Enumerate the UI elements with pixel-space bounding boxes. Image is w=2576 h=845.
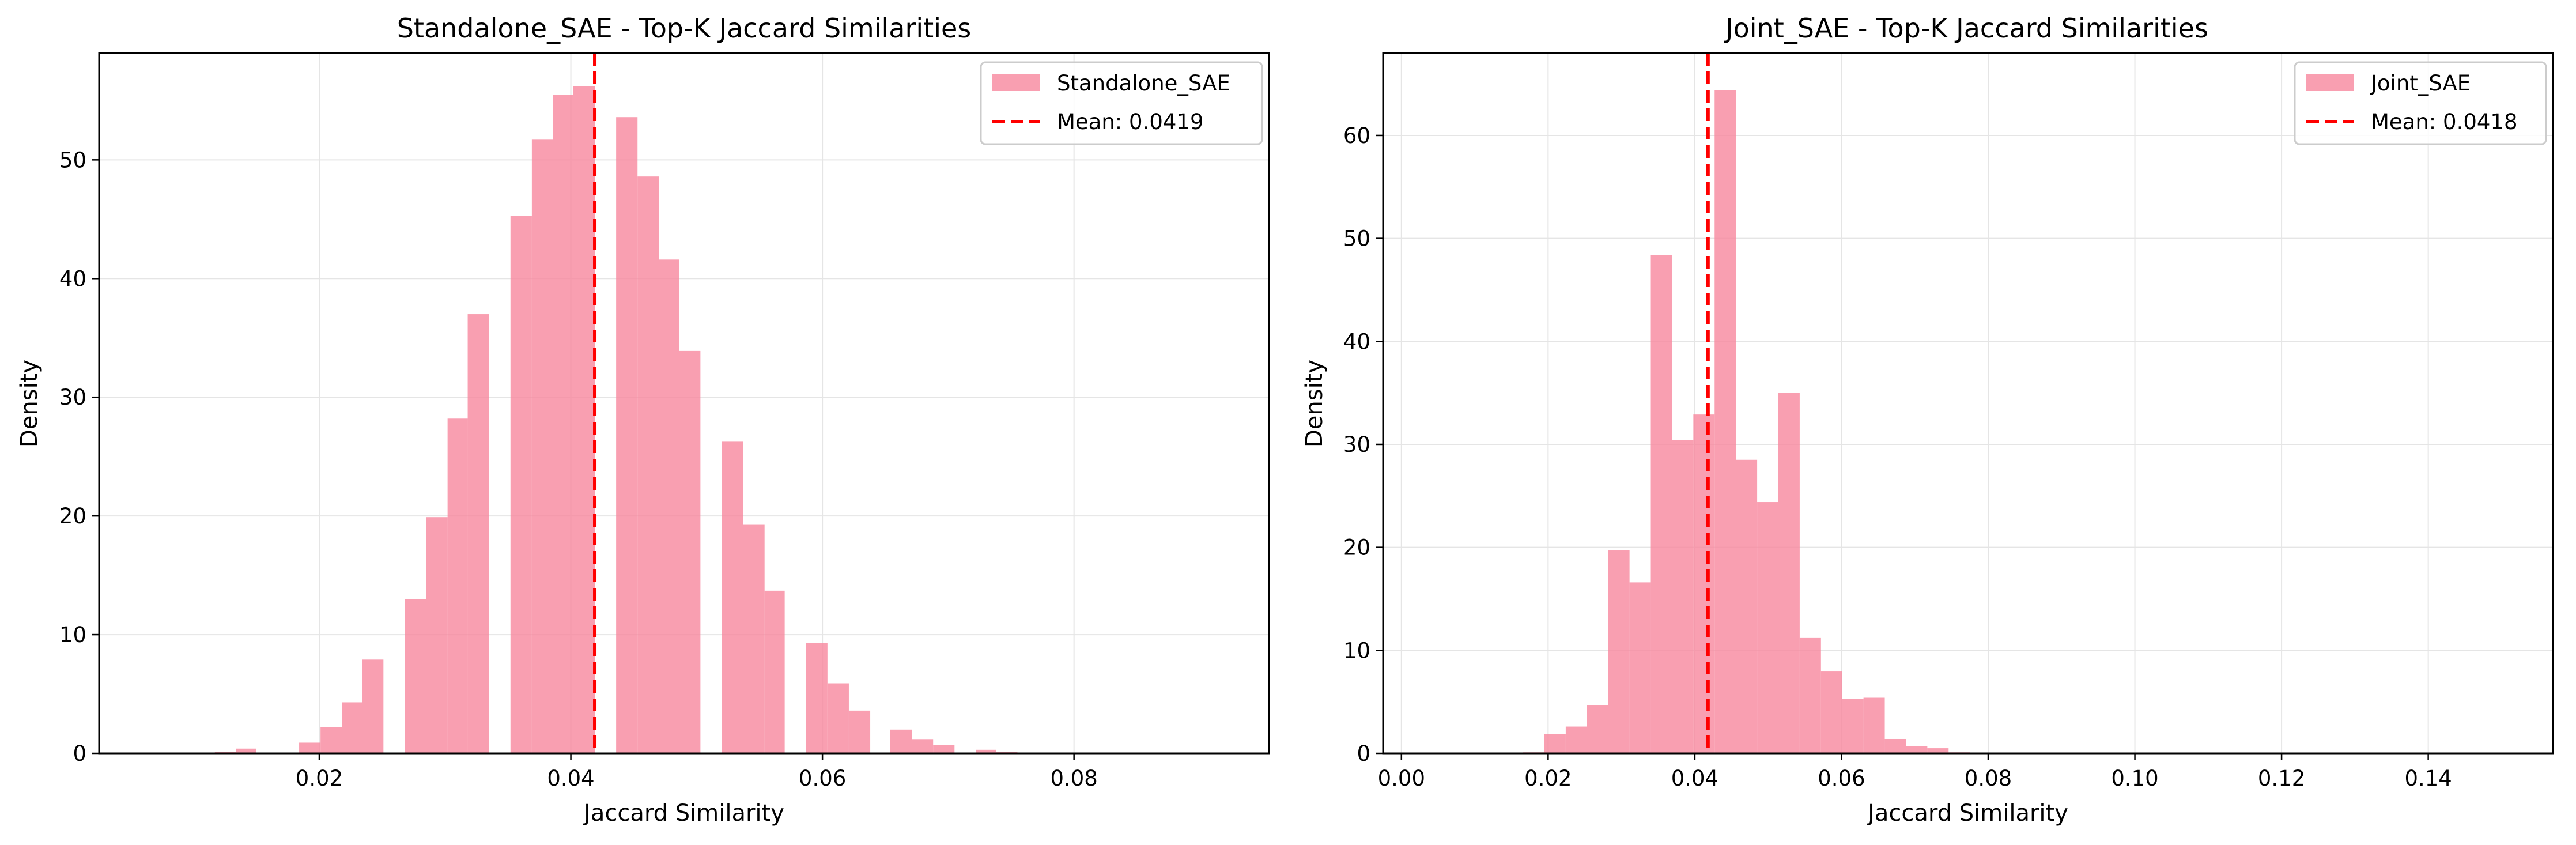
x-tick-label: 0.06 (799, 766, 846, 791)
histogram-bar (1757, 502, 1778, 753)
histogram-bar (1863, 697, 1885, 753)
legend: Standalone_SAE Mean: 0.0419 (980, 61, 1263, 145)
histogram-bar (976, 749, 996, 753)
histogram-bar (1565, 726, 1587, 753)
histogram-bar (659, 259, 679, 753)
chart-title: Joint_SAE - Top-K Jaccard Similarities (1724, 13, 2208, 44)
x-tick-label: 0.00 (1378, 766, 1425, 791)
x-tick-label: 0.14 (2404, 766, 2452, 791)
legend-swatch-bars (992, 74, 1040, 91)
x-tick-label: 0.08 (1050, 766, 1097, 791)
y-tick-label: 30 (59, 385, 86, 410)
y-axis-label: Density (1301, 360, 1328, 447)
histogram-bar (510, 216, 532, 754)
histogram-bar (933, 745, 955, 753)
histogram-bar (827, 683, 849, 753)
legend-label-mean: Mean: 0.0418 (2371, 110, 2518, 134)
y-tick-label: 10 (1343, 638, 1370, 663)
plot-frame (1382, 52, 2554, 755)
gridlines (1383, 53, 2553, 754)
y-tick-label: 40 (1343, 329, 1370, 354)
histogram-bar (1927, 748, 1949, 753)
y-tick-label: 20 (59, 504, 86, 529)
histogram-bar (1736, 459, 1758, 753)
histogram-bar (236, 748, 256, 753)
histogram-bar (679, 350, 701, 753)
x-axis-ticks: 0.00 0.02 0.04 0.06 0.08 0.10 0.12 0.14 (1378, 753, 2452, 791)
chart-standalone-sae: Standalone_SAE - Top-K Jaccard Similarit… (16, 13, 1270, 827)
y-tick-label: 10 (59, 623, 86, 647)
histogram-bar (467, 314, 489, 753)
histogram-bar (616, 117, 638, 754)
legend-box (2294, 61, 2547, 145)
histogram-bar (764, 590, 785, 753)
x-tick-label: 0.04 (1671, 766, 1718, 791)
histogram-bar (342, 702, 362, 753)
y-tick-label: 40 (59, 266, 86, 291)
plot-frame (98, 52, 1270, 755)
histogram-bar (405, 599, 426, 753)
histogram-bar (1820, 671, 1842, 753)
histogram-bar (1842, 699, 1864, 753)
histogram-bar (743, 524, 765, 753)
histogram-bar (1884, 738, 1906, 753)
histogram-bar (1544, 734, 1566, 753)
legend-label-mean: Mean: 0.0419 (1057, 110, 1204, 134)
histogram-bar (806, 643, 828, 753)
histogram-bar (637, 176, 659, 753)
histogram-bar (848, 710, 871, 753)
legend-label-series: Joint_SAE (2370, 71, 2471, 96)
histogram-bar (1608, 550, 1630, 753)
histogram-bar (890, 729, 912, 753)
histogram-bar (1714, 90, 1736, 754)
x-axis-label: Jaccard Similarity (1866, 800, 2068, 827)
histogram-bar (320, 727, 342, 753)
y-tick-label: 0 (1357, 741, 1370, 766)
x-axis-ticks: 0.02 0.04 0.06 0.08 (296, 753, 1098, 791)
x-axis-label: Jaccard Similarity (582, 800, 784, 827)
legend-swatch-bars (2306, 74, 2354, 91)
histogram-bar (1629, 582, 1651, 753)
histogram-bar (553, 95, 573, 753)
x-tick-label: 0.06 (1818, 766, 1865, 791)
y-axis-label: Density (16, 360, 43, 447)
x-tick-label: 0.02 (296, 766, 343, 791)
histogram-bar (299, 742, 321, 753)
histogram-bar (1650, 255, 1672, 753)
histogram-bar (912, 739, 934, 753)
histogram-bar (1587, 705, 1608, 753)
y-tick-label: 50 (59, 148, 86, 172)
x-tick-label: 0.12 (2258, 766, 2305, 791)
histogram-bar (1693, 414, 1715, 753)
y-tick-label: 60 (1343, 123, 1370, 148)
legend-label-series: Standalone_SAE (1057, 71, 1230, 96)
x-tick-label: 0.02 (1524, 766, 1572, 791)
histogram-bar (531, 139, 553, 753)
x-tick-label: 0.10 (2111, 766, 2158, 791)
histogram-bar (1672, 440, 1694, 753)
y-tick-label: 30 (1343, 432, 1370, 457)
histogram-bar (1799, 637, 1821, 753)
histogram-bars (1523, 90, 1992, 754)
histogram-bar (1778, 393, 1800, 753)
histogram-bar (1906, 746, 1928, 753)
legend-box (980, 61, 1263, 145)
y-tick-label: 50 (1343, 227, 1370, 251)
y-axis-ticks: 0 10 20 30 40 50 (59, 148, 99, 766)
x-tick-label: 0.04 (547, 766, 594, 791)
histogram-bar (447, 418, 468, 753)
legend: Joint_SAE Mean: 0.0418 (2294, 61, 2547, 145)
histogram-bar (573, 86, 595, 753)
histogram-bar (362, 659, 384, 753)
y-tick-label: 0 (73, 741, 86, 766)
histogram-bar (722, 441, 743, 753)
histogram-bars (214, 86, 1082, 754)
y-axis-ticks: 0 10 20 30 40 50 60 (1343, 123, 1383, 766)
histogram-bar (426, 517, 448, 753)
x-tick-label: 0.08 (1965, 766, 2012, 791)
chart-joint-sae: Joint_SAE - Top-K Jaccard Similarities 0… (1301, 13, 2554, 827)
y-tick-label: 20 (1343, 535, 1370, 560)
chart-title: Standalone_SAE - Top-K Jaccard Similarit… (397, 13, 972, 44)
